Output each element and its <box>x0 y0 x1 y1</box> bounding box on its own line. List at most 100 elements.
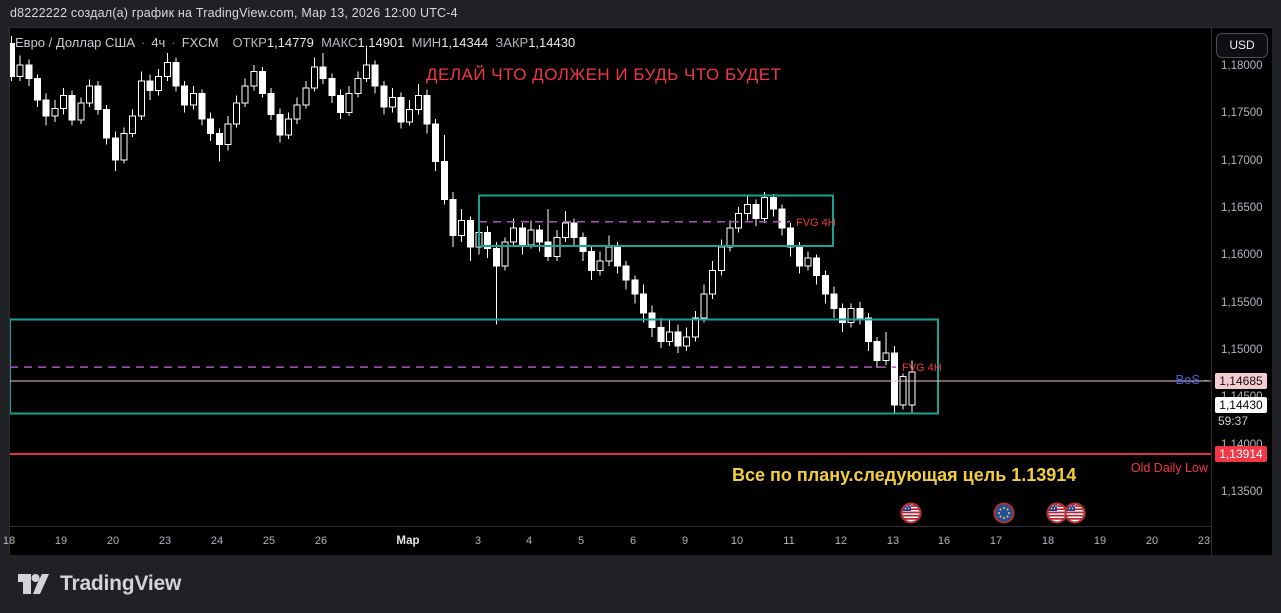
target-text-drawing[interactable]: Все по плану.следующая цель 1.13914 <box>732 465 1077 485</box>
date-tick-label[interactable]: 26 <box>314 535 328 547</box>
candle-down <box>813 257 821 276</box>
date-tick-label[interactable]: 5 <box>577 535 585 547</box>
candle-up <box>293 104 301 120</box>
tradingview-logo-text: TradingView <box>60 572 182 595</box>
candle-down <box>588 251 595 272</box>
candle-up <box>761 197 769 220</box>
date-tick-label[interactable]: 4 <box>525 535 533 547</box>
date-tick-label[interactable]: 20 <box>1145 535 1159 547</box>
date-tick-label[interactable]: 13 <box>886 535 900 547</box>
date-tick-label[interactable]: 11 <box>783 535 795 547</box>
candle-down <box>371 64 379 87</box>
candle-down <box>769 197 777 210</box>
time-axis[interactable]: 18 19 20 23 24 25 26 Мар 3 4 5 6 9 10 11 12 13 16 17 18 19 20… <box>3 526 1211 557</box>
date-tick-label[interactable]: Мар <box>396 535 420 547</box>
candle-down <box>544 241 552 257</box>
symbol-legend[interactable]: Евро / Доллар США · 4ч · FXCM ОТКР1,14779 МАК… <box>15 35 575 50</box>
price-tick-label: 1,16000 <box>1221 249 1263 262</box>
candle-down <box>631 279 639 295</box>
candle-up <box>16 64 24 77</box>
timeframe-label[interactable]: 4ч <box>151 35 166 50</box>
date-tick-label[interactable]: 10 <box>730 535 744 547</box>
exchange-label[interactable]: FXCM <box>181 35 219 50</box>
candle-down <box>42 99 50 117</box>
candle-up <box>735 213 743 229</box>
open-value: 1,14779 <box>266 35 314 50</box>
us-flag-event-icon[interactable] <box>900 502 922 524</box>
candle-up <box>362 64 370 79</box>
candle-up <box>804 257 812 267</box>
date-tick-label[interactable]: 25 <box>262 535 276 547</box>
legend-separator-2: · <box>171 35 176 50</box>
last-price-label: 1,14430 <box>1215 396 1267 413</box>
date-tick-label[interactable]: 23 <box>1197 535 1211 547</box>
candle-down <box>181 85 189 106</box>
date-tick-label[interactable]: 3 <box>474 535 482 547</box>
date-tick-label[interactable]: 20 <box>106 535 120 547</box>
candle-down <box>25 64 33 79</box>
candle-down <box>614 246 621 267</box>
low-label: МИН <box>411 35 442 50</box>
candle-down <box>259 71 267 94</box>
date-tick-label[interactable]: 19 <box>1093 535 1107 547</box>
tradingview-logo[interactable]: TradingView <box>16 572 181 596</box>
close-value: 1,14430 <box>528 35 576 50</box>
currency-toggle-button[interactable]: USD <box>1216 33 1268 58</box>
price-tick-label: 1,18000 <box>1221 60 1263 72</box>
candle-down <box>267 93 275 115</box>
candle-up <box>189 93 197 106</box>
date-tick-label[interactable]: 16 <box>937 535 951 547</box>
date-tick-label[interactable]: 12 <box>834 535 848 547</box>
fvg-box-drawing[interactable] <box>478 194 834 247</box>
candle-down <box>68 94 76 121</box>
date-tick-label[interactable]: 18 <box>1041 535 1055 547</box>
candle-up <box>311 66 318 89</box>
motto-text-drawing[interactable]: ДЕЛАЙ ЧТО ДОЛЖЕН И БУДЬ ЧТО БУДЕТ <box>426 65 782 84</box>
old-daily-low-label: Old Daily Low <box>1130 460 1208 475</box>
low-value: 1,14344 <box>441 35 489 50</box>
date-tick-label[interactable]: 18 <box>2 535 16 547</box>
candle-down <box>432 123 440 163</box>
candle-up <box>354 77 362 95</box>
candle-up <box>882 352 890 361</box>
eu-flag-event-icon[interactable] <box>993 502 1015 524</box>
candle-up <box>414 94 422 111</box>
candle-down <box>518 227 526 246</box>
candle-down <box>397 96 405 123</box>
us-flag-event-icon[interactable] <box>1064 502 1086 524</box>
date-tick-label[interactable]: 24 <box>210 535 224 547</box>
chart-panel: FVG 4H FVG 4H Евро / Доллар США · 4ч · FXCM ОТ… <box>3 27 1272 557</box>
candle-up <box>129 115 137 134</box>
candle-up <box>120 132 128 161</box>
chart-plot-area[interactable]: FVG 4H FVG 4H Евро / Доллар США · 4ч · FXCM ОТ… <box>10 28 1211 526</box>
date-tick-label[interactable]: 19 <box>54 535 68 547</box>
candle-down <box>319 66 327 79</box>
candle-up <box>605 246 613 262</box>
candle-down <box>579 236 587 253</box>
candle-up <box>908 371 916 406</box>
candle-down <box>449 199 457 236</box>
candle-up <box>717 246 725 271</box>
attribution-bar: d8222222 создал(а) график на TradingView… <box>0 0 1281 27</box>
date-tick-label[interactable]: 17 <box>989 535 1003 547</box>
candle-up <box>250 71 258 87</box>
date-tick-label[interactable]: 6 <box>629 535 637 547</box>
price-tick-label: 1,17000 <box>1221 154 1263 167</box>
candle-down <box>891 352 898 406</box>
candle-down <box>146 80 154 92</box>
candle-down <box>423 94 431 125</box>
candle-up <box>241 85 249 104</box>
candlestick-chart[interactable]: FVG 4H FVG 4H <box>10 28 1211 526</box>
fvg-box-drawing[interactable] <box>10 318 939 415</box>
price-tick-label: 1,16500 <box>1221 202 1263 214</box>
symbol-name[interactable]: Евро / Доллар США <box>15 35 135 50</box>
bar-countdown: 59:37 <box>1218 413 1249 428</box>
candle-down <box>207 118 215 134</box>
price-axis[interactable]: USD 1,18000 1,17500 1,17000 1,16500 1,16000 1… <box>1211 28 1272 556</box>
candle-down <box>10 42 15 78</box>
candle-up <box>510 227 518 243</box>
date-tick-label[interactable]: 23 <box>158 535 172 547</box>
candle-down <box>328 77 336 96</box>
date-tick-label[interactable]: 9 <box>681 535 689 547</box>
candle-down <box>466 219 474 248</box>
